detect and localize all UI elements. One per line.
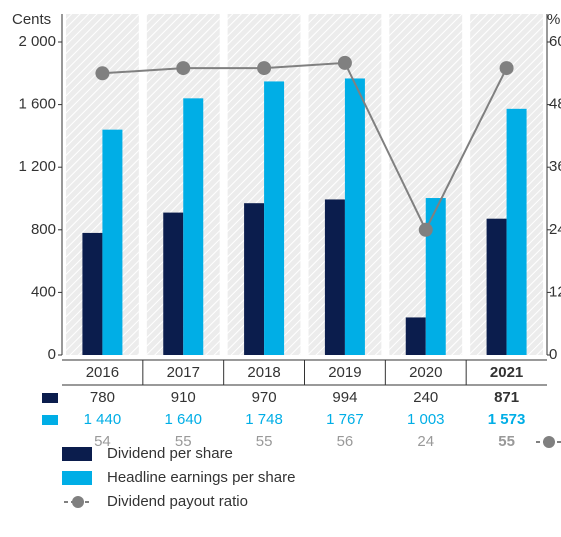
value-label: 1 748 <box>245 411 283 428</box>
bar <box>506 108 527 355</box>
bar <box>264 81 285 356</box>
row-key <box>42 393 58 403</box>
payout-marker <box>257 61 272 76</box>
y-tick-label: 800 <box>31 221 56 238</box>
x-tick-label: 2018 <box>247 364 280 381</box>
legend-label: Dividend per share <box>107 445 233 462</box>
x-tick-label: 2016 <box>86 364 119 381</box>
row-key <box>543 436 555 448</box>
value-label: 24 <box>417 433 434 450</box>
y2-tick-label: 0 <box>549 346 557 363</box>
payout-line <box>102 61 508 233</box>
value-label: 55 <box>498 433 515 450</box>
y2-axis-label: % <box>547 11 560 28</box>
bar <box>244 203 265 355</box>
bar <box>425 198 446 355</box>
value-label: 240 <box>413 389 438 406</box>
y-tick-label: 2 000 <box>18 33 56 50</box>
payout-marker <box>337 55 352 70</box>
bar <box>344 78 365 355</box>
x-tick-label: 2017 <box>167 364 200 381</box>
legend-key <box>62 447 92 461</box>
bar <box>405 317 426 355</box>
legend-label: Headline earnings per share <box>107 469 295 486</box>
x-tick-label: 2020 <box>409 364 442 381</box>
y-axis-label: Cents <box>12 11 51 28</box>
x-tick-label: 2021 <box>490 364 523 381</box>
legend-key <box>72 496 84 508</box>
value-label: 780 <box>90 389 115 406</box>
y2-tick-label: 24 <box>549 221 561 238</box>
y2-tick-label: 60 <box>549 33 561 50</box>
bar <box>102 129 123 355</box>
legend-label: Dividend payout ratio <box>107 493 248 510</box>
value-label: 56 <box>337 433 354 450</box>
value-label: 1 767 <box>326 411 364 428</box>
value-label: 55 <box>175 433 192 450</box>
value-label: 871 <box>494 389 519 406</box>
value-label: 1 003 <box>407 411 445 428</box>
x-tick-label: 2019 <box>328 364 361 381</box>
bar <box>486 218 507 355</box>
value-label: 55 <box>256 433 273 450</box>
y-tick-label: 0 <box>48 346 56 363</box>
row-key <box>42 415 58 425</box>
bar <box>324 199 345 355</box>
value-label: 910 <box>171 389 196 406</box>
y-tick-label: 400 <box>31 283 56 300</box>
bar <box>183 98 204 355</box>
payout-marker <box>499 61 514 76</box>
y2-tick-label: 36 <box>549 158 561 175</box>
payout-marker <box>95 66 110 81</box>
bar <box>82 232 103 355</box>
bar <box>163 212 184 355</box>
value-label: 994 <box>332 389 357 406</box>
y2-tick-label: 48 <box>549 96 561 113</box>
legend-key <box>62 471 92 485</box>
value-label: 1 573 <box>488 411 526 428</box>
payout-marker <box>176 61 191 76</box>
y-tick-label: 1 600 <box>18 96 56 113</box>
y-tick-label: 1 200 <box>18 158 56 175</box>
y2-tick-label: 12 <box>549 283 561 300</box>
value-label: 54 <box>94 433 111 450</box>
value-label: 1 440 <box>84 411 122 428</box>
value-label: 1 640 <box>164 411 202 428</box>
value-label: 970 <box>252 389 277 406</box>
payout-marker <box>418 222 433 237</box>
